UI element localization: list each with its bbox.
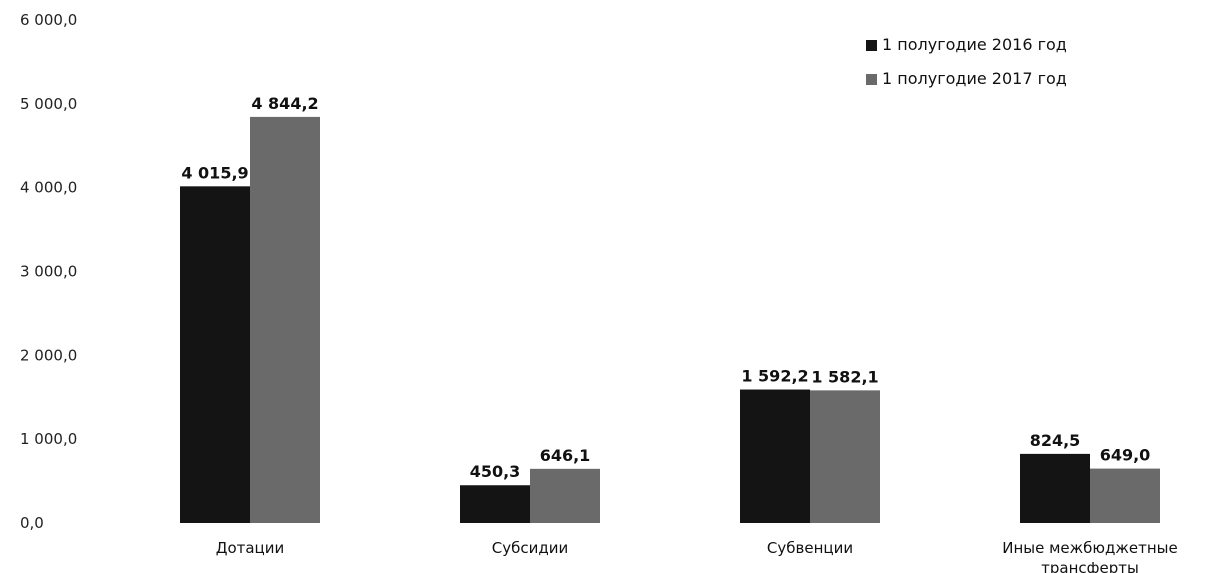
data-labels: 4 015,9 4 844,2 450,3 646,1 1 592,2 1 582,1 82… <box>181 94 1150 481</box>
x-axis: Дотации Субсидии Субвенции Иные межбюджетны… <box>216 539 1178 573</box>
y-tick-label: 1 000,0 <box>20 430 77 448</box>
data-label: 450,3 <box>470 462 521 481</box>
category-label: Иные межбюджетные <box>1002 539 1178 557</box>
y-axis: 0,0 1 000,0 2 000,0 3 000,0 4 000,0 5 000,0 6 … <box>20 11 77 532</box>
y-tick-label: 6 000,0 <box>20 11 77 29</box>
data-label: 4 015,9 <box>181 163 248 182</box>
data-label: 824,5 <box>1030 431 1081 450</box>
data-label: 4 844,2 <box>251 94 318 113</box>
bar <box>460 485 530 523</box>
data-label: 646,1 <box>540 446 591 465</box>
y-tick-label: 3 000,0 <box>20 263 77 281</box>
data-label: 1 582,1 <box>811 367 878 386</box>
bar <box>530 468 600 523</box>
legend-swatch <box>866 74 877 85</box>
legend-label: 1 полугодие 2016 год <box>882 35 1067 54</box>
y-tick-label: 4 000,0 <box>20 179 77 197</box>
bar <box>180 186 250 523</box>
legend-swatch <box>866 40 877 51</box>
category-label: Субсидии <box>492 539 568 557</box>
bar <box>1090 468 1160 523</box>
legend: 1 полугодие 2016 год 1 полугодие 2017 год <box>866 35 1067 88</box>
data-label: 1 592,2 <box>741 367 808 386</box>
y-tick-label: 5 000,0 <box>20 95 77 113</box>
category-label: Субвенции <box>767 539 853 557</box>
y-tick-label: 0,0 <box>20 514 44 532</box>
bar <box>1020 453 1090 523</box>
y-tick-label: 2 000,0 <box>20 346 77 364</box>
data-label: 649,0 <box>1100 446 1151 465</box>
category-label: трансферты <box>1041 559 1139 573</box>
category-label: Дотации <box>216 539 285 557</box>
bars <box>180 116 1160 524</box>
legend-label: 1 полугодие 2017 год <box>882 69 1067 88</box>
bar <box>810 390 880 523</box>
bar <box>740 389 810 523</box>
bar <box>250 116 320 524</box>
